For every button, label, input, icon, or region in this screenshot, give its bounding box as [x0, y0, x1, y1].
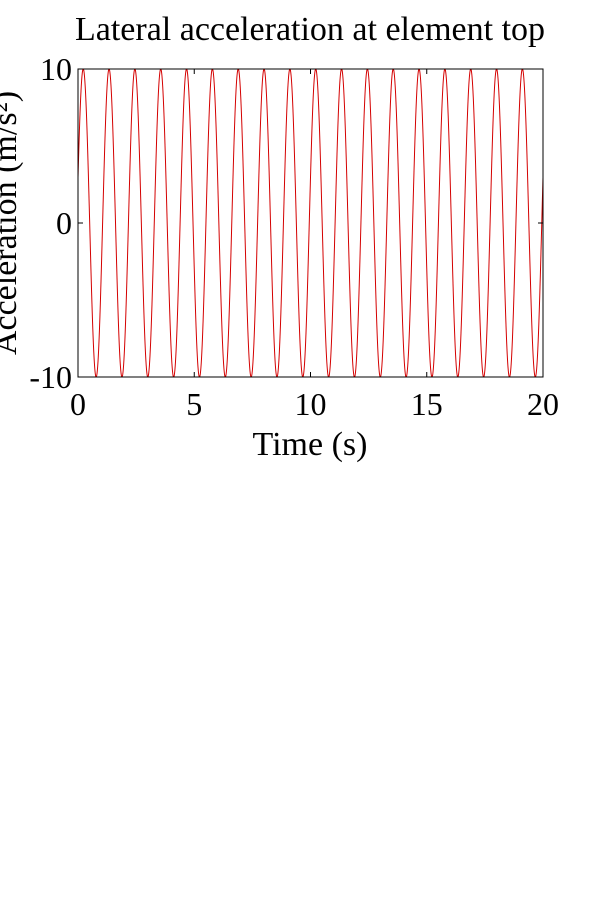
x-tick-label: 10 [295, 386, 327, 422]
y-tick-label: -10 [29, 359, 72, 395]
y-tick-label: 0 [56, 205, 72, 241]
plot-area [78, 69, 543, 377]
x-tick-label: 15 [411, 386, 443, 422]
x-tick-label: 20 [527, 386, 559, 422]
y-tick-label: 10 [40, 51, 72, 87]
y-axis: -10 0 10 [29, 51, 543, 395]
x-axis-label: Time (s) [253, 426, 368, 463]
series-line [78, 69, 543, 377]
x-tick-label: 5 [186, 386, 202, 422]
x-axis: 0 5 10 15 20 [70, 69, 559, 422]
chart-title: Lateral acceleration at element top [75, 11, 545, 48]
y-axis-label: Acceleration (m/s²) [0, 91, 24, 355]
x-tick-label: 0 [70, 386, 86, 422]
